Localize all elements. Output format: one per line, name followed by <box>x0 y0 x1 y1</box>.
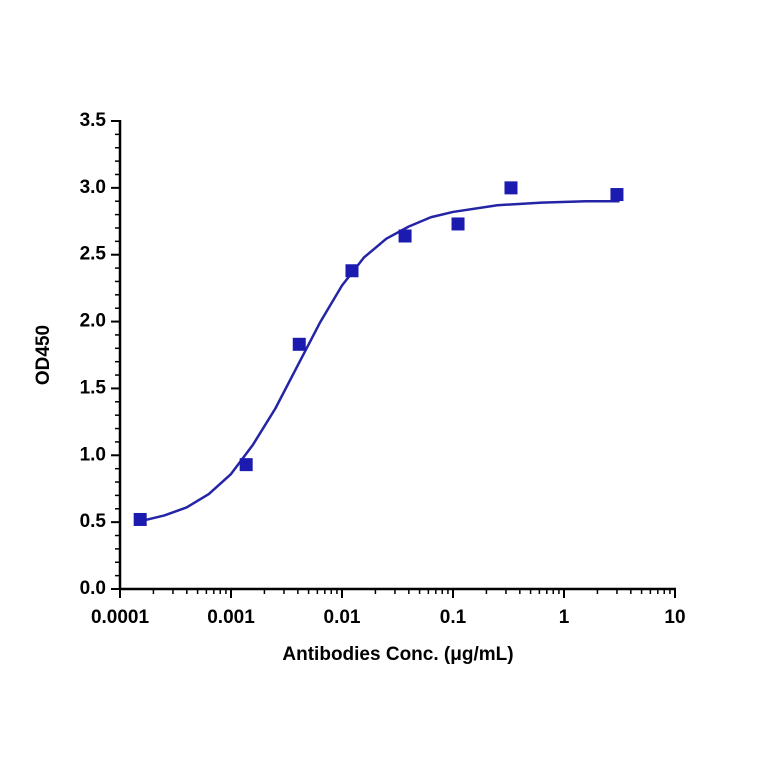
y-tick-label: 0.5 <box>80 511 107 532</box>
y-tick-label: 1.0 <box>80 444 106 465</box>
data-point <box>451 217 465 231</box>
data-point <box>504 181 518 195</box>
data-point <box>133 512 147 526</box>
x-tick-label: 0.01 <box>324 607 361 628</box>
x-tick-label: 0.0001 <box>91 607 150 628</box>
x-tick-label: 0.001 <box>207 607 255 628</box>
y-tick-label: 3.0 <box>80 177 106 198</box>
x-tick-label: 10 <box>664 607 685 628</box>
x-tick-label: 0.1 <box>440 607 467 628</box>
data-point <box>398 229 412 243</box>
data-point <box>610 188 624 202</box>
y-axis-title: OD450 <box>33 325 54 385</box>
x-tick-label: 1 <box>559 607 570 628</box>
data-point <box>345 264 359 278</box>
data-point <box>239 458 253 472</box>
y-tick-label: 3.5 <box>80 110 107 131</box>
data-point <box>292 337 306 351</box>
x-axis-title: Antibodies Conc. (μg/mL) <box>282 644 513 665</box>
y-tick-label: 1.5 <box>80 377 107 398</box>
y-tick-label: 2.5 <box>80 244 107 265</box>
fit-curve <box>141 199 620 523</box>
y-tick-label: 2.0 <box>80 311 106 332</box>
y-tick-label: 0.0 <box>80 578 106 599</box>
